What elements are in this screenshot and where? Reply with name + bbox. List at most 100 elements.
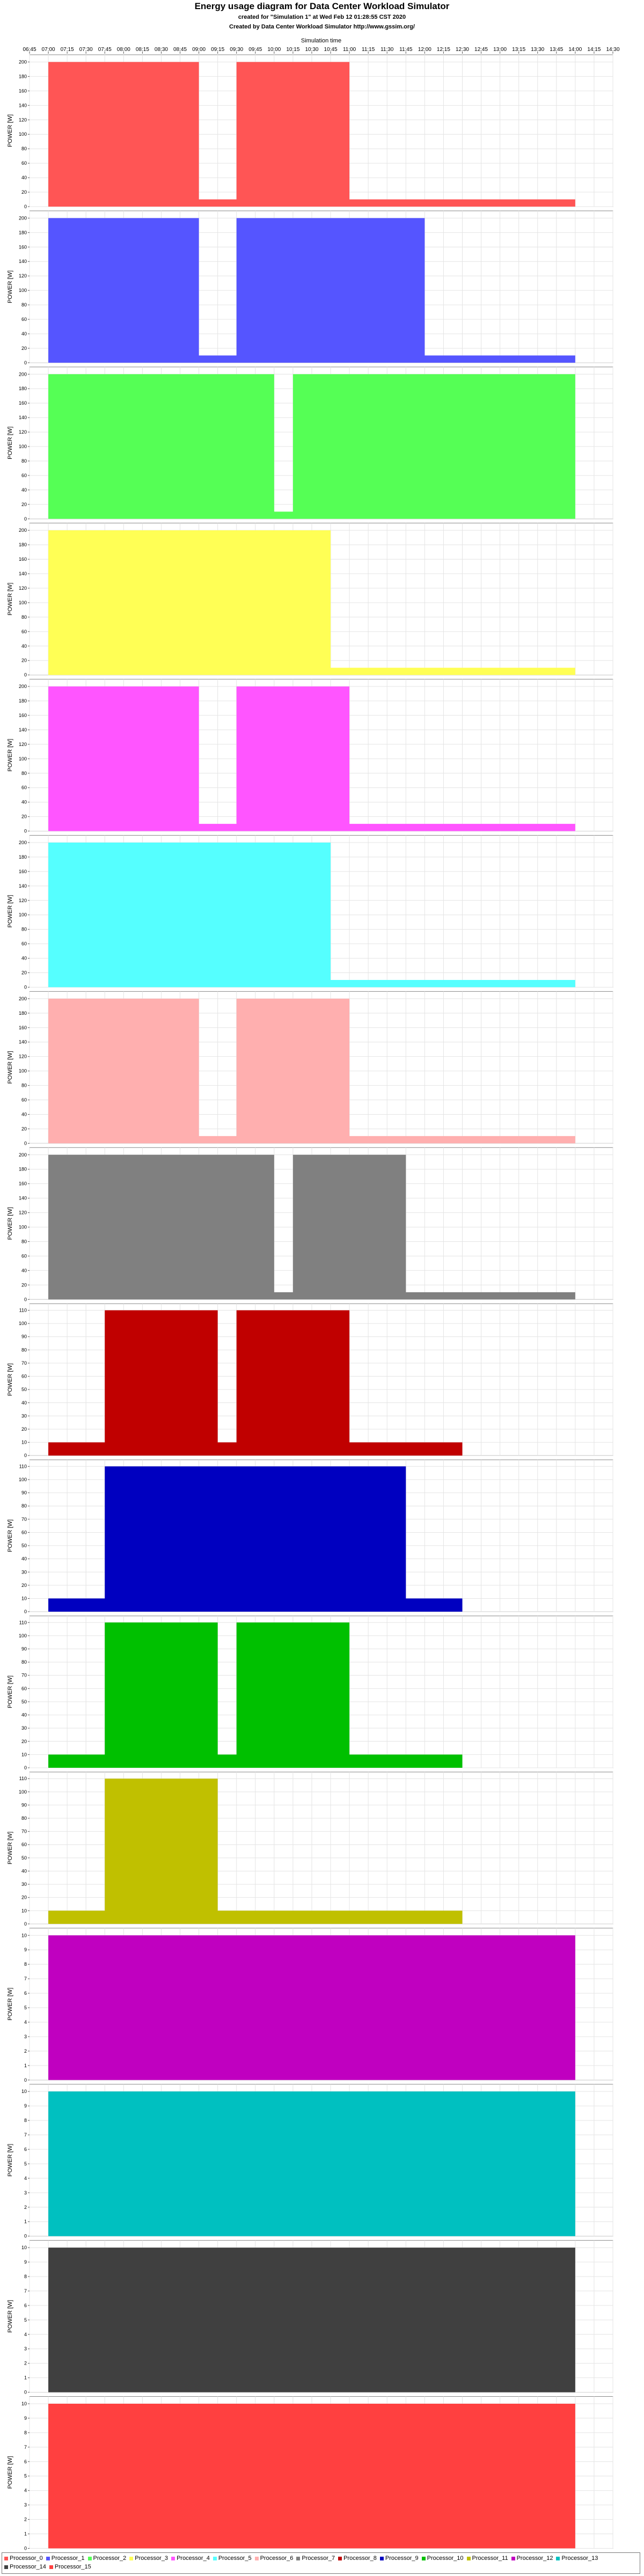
y-tick-label: 60: [21, 160, 27, 166]
y-tick-label: 40: [21, 1868, 27, 1874]
series-area-Processor_11: [48, 1779, 463, 1924]
y-tick-label: 140: [19, 103, 27, 108]
y-tick-label: 1: [24, 2063, 27, 2068]
y-tick-label: 90: [21, 1334, 27, 1340]
series-area-Processor_5: [48, 842, 575, 987]
y-tick-label: 7: [24, 2288, 27, 2294]
legend-item: Processor_4: [171, 2554, 210, 2563]
subplot-Processor_14: 0 1 2 3 4 5 6 7 8 9 10 POWER [W]: [7, 2240, 613, 2395]
subplot-Processor_6: 0 20 40 60 80 100 120 140 160 180 200 POWER [W]: [7, 991, 613, 1146]
y-tick-label: 10: [21, 2401, 27, 2406]
y-tick-label: 90: [21, 1490, 27, 1496]
legend-label: Processor_12: [516, 2555, 553, 2562]
y-tick-label: 3: [24, 2190, 27, 2196]
series-area-Processor_6: [48, 998, 575, 1144]
series-area-Processor_15: [48, 2403, 575, 2549]
series-area-Processor_4: [48, 686, 575, 831]
series-area-Processor_3: [48, 530, 575, 675]
y-tick-label: 10: [21, 1596, 27, 1601]
y-tick-label: 20: [21, 346, 27, 351]
legend-label: Processor_3: [135, 2555, 169, 2562]
y-tick-label: 5: [24, 2473, 27, 2479]
y-tick-label: 60: [21, 1097, 27, 1103]
series-area-Processor_14: [48, 2248, 575, 2392]
legend-swatch: [511, 2556, 515, 2560]
legend-item: Processor_3: [129, 2554, 168, 2563]
y-tick-label: 20: [21, 1426, 27, 1432]
legend-label: Processor_13: [561, 2555, 598, 2562]
y-tick-label: 180: [19, 542, 27, 547]
y-tick-label: 3: [24, 2346, 27, 2352]
series-area-Processor_2: [48, 374, 575, 519]
legend-item: Processor_11: [466, 2554, 508, 2563]
y-tick-label: 70: [21, 1673, 27, 1678]
legend-label: Processor_11: [472, 2555, 508, 2562]
legend-swatch: [254, 2556, 259, 2560]
y-tick-label: 20: [21, 1282, 27, 1287]
y-tick-label: 70: [21, 1360, 27, 1366]
y-tick-label: 200: [19, 371, 27, 377]
legend-label: Processor_10: [427, 2555, 464, 2562]
legend-label: Processor_2: [93, 2555, 127, 2562]
y-tick-label: 0: [24, 1765, 27, 1770]
y-tick-label: 80: [21, 771, 27, 776]
y-tick-label: 2: [24, 2361, 27, 2366]
y-axis-label: POWER [W]: [7, 114, 13, 147]
legend-label: Processor_14: [10, 2564, 46, 2570]
y-tick-label: 10: [21, 2245, 27, 2250]
x-tick-label: 11:30: [380, 47, 394, 53]
legend-swatch: [87, 2556, 92, 2560]
subplot-Processor_3: 0 20 40 60 80 100 120 140 160 180 200 POWER [W]: [7, 523, 613, 678]
x-tick-label: 06:45: [23, 47, 36, 53]
y-tick-label: 0: [24, 1921, 27, 1927]
subplot-Processor_15: 0 1 2 3 4 5 6 7 8 9 10 POWER [W]: [7, 2396, 613, 2551]
y-tick-label: 160: [19, 713, 27, 718]
legend-swatch: [129, 2556, 134, 2560]
legend-label: Processor_5: [218, 2555, 252, 2562]
y-tick-label: 40: [21, 956, 27, 961]
y-tick-label: 100: [19, 1321, 27, 1326]
legend-item: Processor_7: [296, 2554, 335, 2563]
y-tick-label: 4: [24, 2332, 27, 2337]
y-tick-label: 1: [24, 2219, 27, 2224]
y-tick-label: 5: [24, 2005, 27, 2010]
y-tick-label: 40: [21, 1556, 27, 1562]
y-tick-label: 110: [19, 1776, 27, 1781]
y-tick-label: 180: [19, 854, 27, 860]
legend-swatch: [4, 2556, 8, 2560]
y-tick-label: 30: [21, 1413, 27, 1418]
x-tick-label: 12:45: [474, 47, 488, 53]
legend-item: Processor_15: [49, 2563, 91, 2571]
x-tick-label: 08:15: [136, 47, 149, 53]
y-axis-label: POWER [W]: [7, 739, 13, 772]
y-tick-label: 140: [19, 571, 27, 576]
y-tick-label: 60: [21, 1374, 27, 1379]
y-axis-label: POWER [W]: [7, 2144, 13, 2177]
y-axis-label: POWER [W]: [7, 895, 13, 927]
y-tick-label: 160: [19, 1181, 27, 1187]
y-tick-label: 200: [19, 840, 27, 845]
y-tick-label: 50: [21, 1387, 27, 1392]
y-tick-label: 20: [21, 814, 27, 819]
x-tick-label: 08:30: [155, 47, 168, 53]
y-tick-label: 160: [19, 244, 27, 250]
y-tick-label: 60: [21, 1253, 27, 1258]
legend-swatch: [466, 2556, 471, 2560]
x-tick-label: 14:15: [587, 47, 601, 53]
series-area-Processor_10: [48, 1622, 463, 1768]
y-tick-label: 9: [24, 2103, 27, 2109]
y-tick-label: 140: [19, 1040, 27, 1045]
y-tick-label: 8: [24, 2430, 27, 2435]
y-tick-label: 120: [19, 429, 27, 435]
y-tick-label: 90: [21, 1646, 27, 1652]
legend-item: Processor_0: [4, 2554, 43, 2563]
legend-label: Processor_9: [385, 2555, 419, 2562]
y-tick-label: 5: [24, 2161, 27, 2167]
x-tick-label: 14:30: [606, 47, 619, 53]
legend-item: Processor_6: [254, 2554, 293, 2563]
y-tick-label: 2: [24, 2048, 27, 2054]
y-tick-label: 10: [21, 1752, 27, 1757]
y-axis-label: POWER [W]: [7, 1988, 13, 2021]
y-tick-label: 180: [19, 386, 27, 391]
